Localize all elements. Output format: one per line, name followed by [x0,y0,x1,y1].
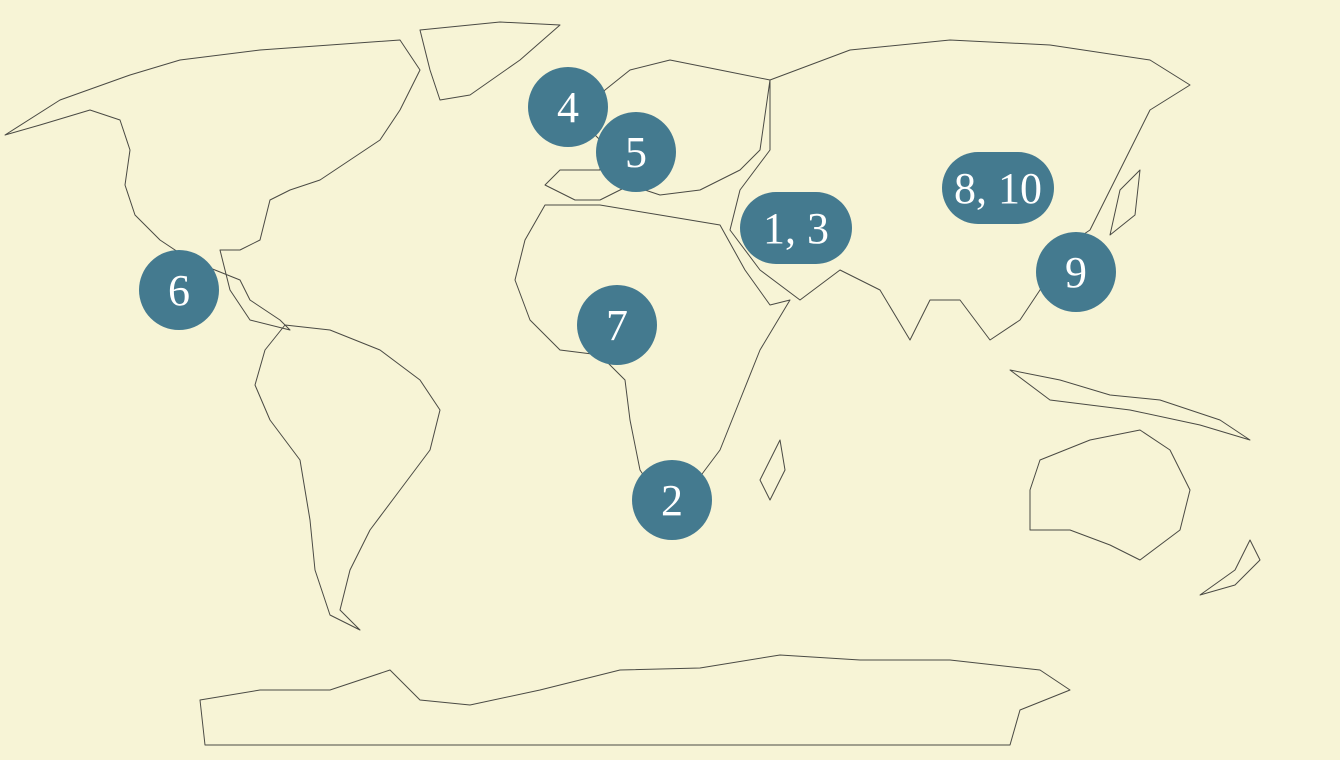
map-marker[interactable]: 2 [632,460,712,540]
new-zealand [1199,539,1261,596]
map-marker[interactable]: 9 [1036,232,1116,312]
asia [729,39,1191,341]
japan [1109,169,1141,236]
south-america [254,324,441,631]
map-marker[interactable]: 5 [596,112,676,192]
map-marker[interactable]: 1, 3 [740,192,852,264]
southeast-asia-islands [1009,369,1251,441]
map-marker[interactable]: 7 [577,285,657,365]
australia [1029,429,1191,561]
map-marker[interactable]: 6 [139,250,219,330]
greenland [419,21,561,101]
north-america [4,39,421,331]
map-marker[interactable]: 8, 10 [942,152,1054,224]
map-marker[interactable]: 4 [528,67,608,147]
madagascar [759,439,786,501]
antarctica [199,654,1071,746]
